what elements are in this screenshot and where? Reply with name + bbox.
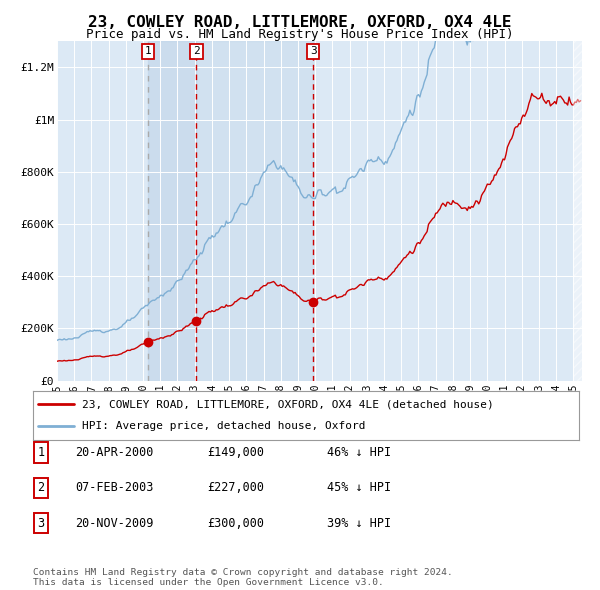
Text: 20-NOV-2009: 20-NOV-2009 [75, 517, 154, 530]
Text: 23, COWLEY ROAD, LITTLEMORE, OXFORD, OX4 4LE: 23, COWLEY ROAD, LITTLEMORE, OXFORD, OX4… [88, 15, 512, 30]
Text: 2: 2 [193, 47, 200, 57]
Text: 1: 1 [37, 446, 44, 459]
Text: £149,000: £149,000 [207, 446, 264, 459]
Text: 23, COWLEY ROAD, LITTLEMORE, OXFORD, OX4 4LE (detached house): 23, COWLEY ROAD, LITTLEMORE, OXFORD, OX4… [82, 399, 494, 409]
Text: 3: 3 [310, 47, 317, 57]
Text: 39% ↓ HPI: 39% ↓ HPI [327, 517, 391, 530]
Bar [148, 41, 196, 381]
Text: 1: 1 [145, 47, 152, 57]
Text: 20-APR-2000: 20-APR-2000 [75, 446, 154, 459]
Text: 45% ↓ HPI: 45% ↓ HPI [327, 481, 391, 494]
Bar [196, 41, 313, 381]
Text: Price paid vs. HM Land Registry's House Price Index (HPI): Price paid vs. HM Land Registry's House … [86, 28, 514, 41]
Text: 07-FEB-2003: 07-FEB-2003 [75, 481, 154, 494]
Text: 3: 3 [37, 517, 44, 530]
Text: £300,000: £300,000 [207, 517, 264, 530]
Text: 2: 2 [37, 481, 44, 494]
Text: HPI: Average price, detached house, Oxford: HPI: Average price, detached house, Oxfo… [82, 421, 365, 431]
Text: 46% ↓ HPI: 46% ↓ HPI [327, 446, 391, 459]
Text: Contains HM Land Registry data © Crown copyright and database right 2024.
This d: Contains HM Land Registry data © Crown c… [33, 568, 453, 587]
Text: £227,000: £227,000 [207, 481, 264, 494]
